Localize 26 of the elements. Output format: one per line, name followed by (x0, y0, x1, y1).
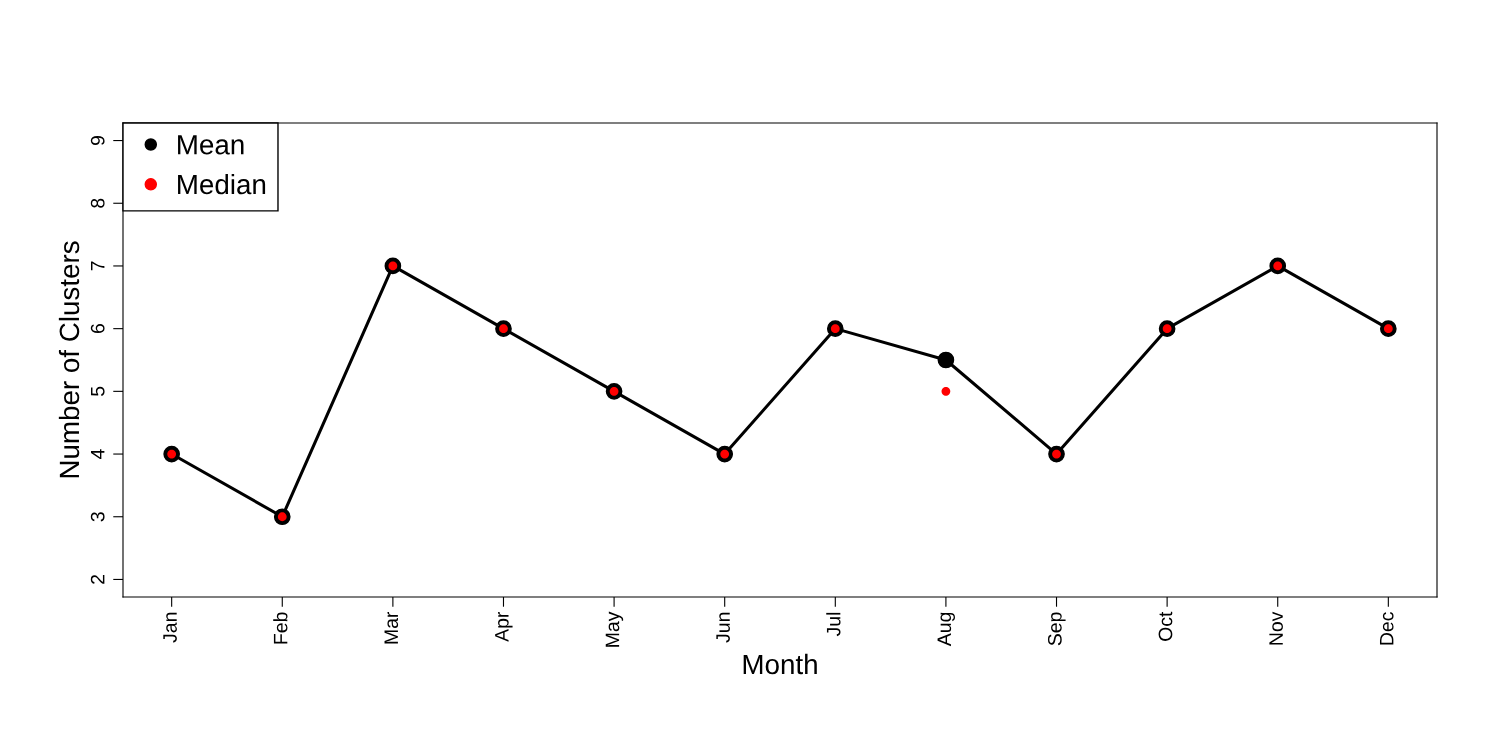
legend-label: Mean (178, 135, 244, 155)
y-axis-title: Number of Clusters (58, 241, 80, 478)
x-tick-label: Oct (1158, 611, 1173, 641)
x-tick-label: Apr (495, 611, 513, 642)
x-tick-label: Sep (1047, 612, 1066, 646)
y-tick-label: 8 (90, 198, 105, 208)
point (941, 386, 951, 396)
y-tick-label: 2 (90, 575, 105, 584)
y-tick-label: 3 (90, 512, 105, 522)
x-tick-label: May (605, 611, 624, 647)
legend-label: Median (178, 173, 266, 195)
x-axis-title: Month (743, 653, 817, 675)
point (937, 351, 955, 369)
x-tick-label: Nov (1269, 611, 1283, 645)
x-tick-label: Jan (163, 612, 177, 643)
y-tick-label: 7 (91, 261, 105, 271)
x-tick-label: Aug (937, 612, 955, 647)
y-tick-label: 4 (91, 449, 105, 460)
y-tick-label: 6 (90, 324, 105, 334)
y-tick-label: 9 (90, 136, 105, 146)
x-tick-label: Dec (1379, 612, 1394, 645)
x-tick-label: Mar (384, 611, 399, 644)
x-tick-label: Jun (716, 612, 730, 643)
x-tick-label: Feb (273, 612, 288, 644)
x-tick-label: Jul (826, 612, 841, 637)
y-tick-label: 5 (91, 386, 105, 396)
